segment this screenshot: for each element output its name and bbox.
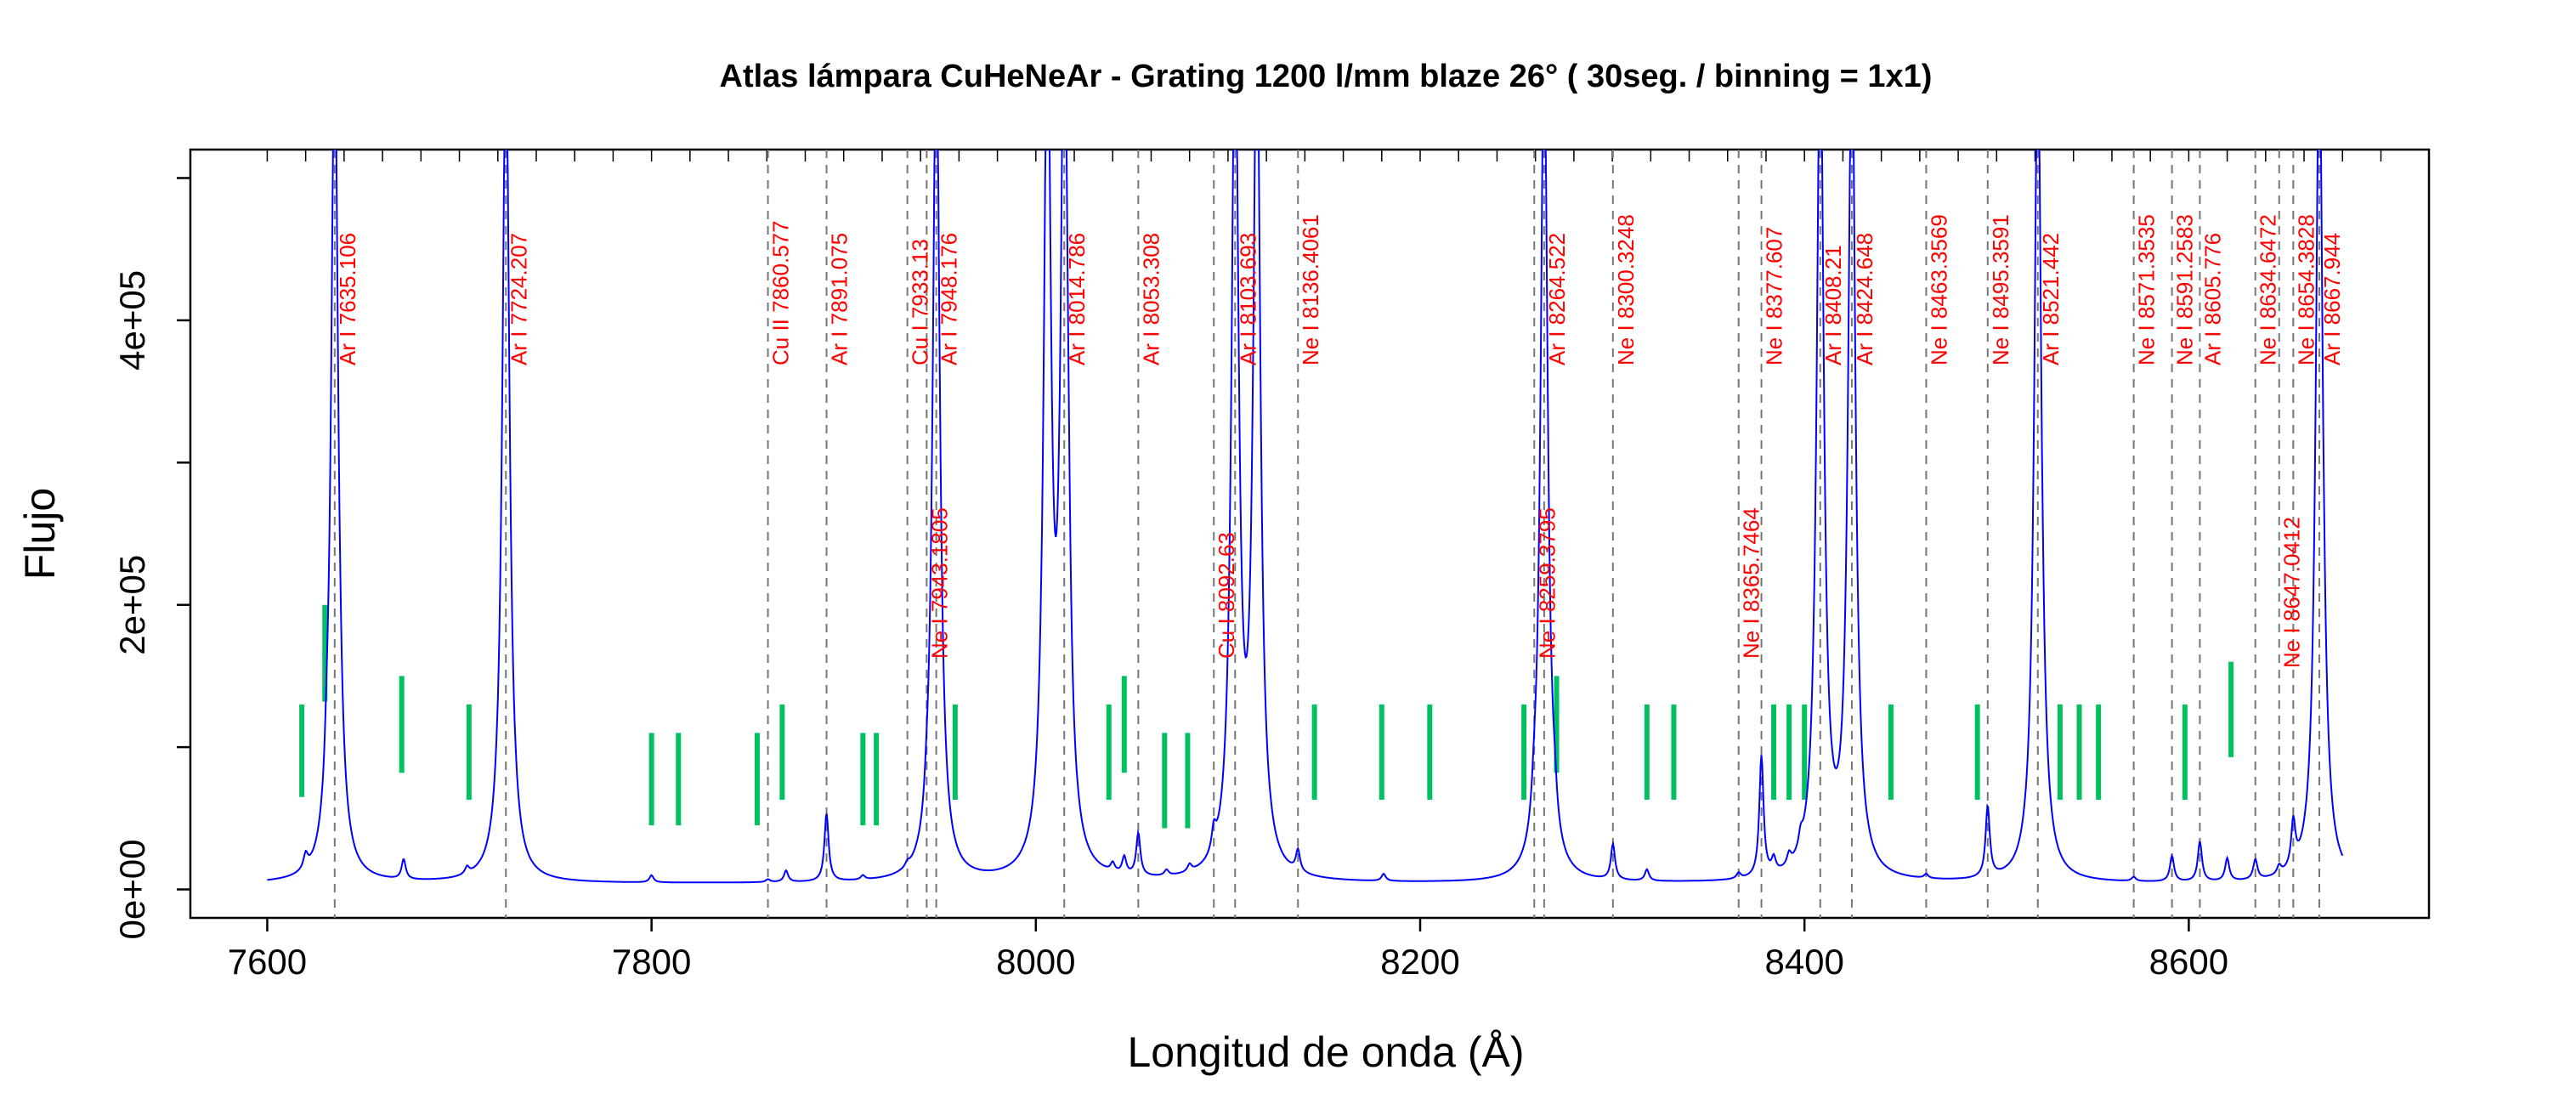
line-id-label: Ar I 8667.944 <box>2319 233 2345 365</box>
line-id-label-layer: Ar I 7635.106 Ar I 7724.207 Cu II 7860.577… <box>335 214 2345 668</box>
chart-title: Atlas lámpara CuHeNeAr - Grating 1200 l/… <box>720 59 1933 94</box>
line-id-label: Ne I 8300.3248 <box>1613 214 1639 365</box>
reference-marker-layer <box>299 604 2234 829</box>
line-id-label: Ar I 8424.648 <box>1852 233 1877 365</box>
top-minor-ticks <box>266 150 2382 161</box>
line-id-label: Ne I 8654.3828 <box>2293 214 2318 365</box>
y-tick-label: 4e+05 <box>112 270 152 371</box>
y-axis: 0e+00 2e+05 4e+05 <box>112 177 190 940</box>
line-id-label: Cu I 7933.13 <box>908 239 933 365</box>
x-tick-label: 8000 <box>996 942 1075 982</box>
x-tick-label: 7600 <box>228 942 307 982</box>
y-tick-label: 2e+05 <box>112 555 152 655</box>
x-axis-label: Longitud de onda (Å) <box>1127 1028 1524 1076</box>
x-axis: 7600 7800 8000 8200 8400 8600 <box>228 918 2228 982</box>
line-id-label: Ar I 7948.176 <box>937 233 962 365</box>
line-id-dash-layer <box>333 150 2320 918</box>
line-id-label: Ne I 8647.0412 <box>2279 517 2305 668</box>
spectrum-layer <box>267 150 2344 884</box>
spectrum-line <box>267 150 2344 884</box>
line-id-label: Ne I 7943.1805 <box>926 507 952 659</box>
x-tick-label: 8200 <box>1380 942 1459 982</box>
line-id-label: Cu I 8092.63 <box>1214 532 1239 659</box>
line-id-label: Ar I 8521.442 <box>2038 233 2064 365</box>
line-id-label: Ne I 8591.2583 <box>2172 214 2198 365</box>
line-id-label: Ar I 8264.522 <box>1544 233 1570 365</box>
plot-frame <box>189 148 2431 920</box>
line-id-label: Ne I 8377.607 <box>1762 227 1787 365</box>
line-id-label: Ne I 8259.3795 <box>1534 507 1560 659</box>
line-id-label: Ar I 7724.207 <box>506 233 531 365</box>
x-tick-label: 8400 <box>1764 942 1843 982</box>
line-id-label: Ar I 8103.693 <box>1235 233 1260 365</box>
line-id-label: Ne I 8365.7464 <box>1739 507 1764 659</box>
line-id-label: Ar I 7891.075 <box>827 233 852 365</box>
y-tick-label: 0e+00 <box>112 840 152 940</box>
line-id-label: Ar I 8605.776 <box>2200 233 2225 365</box>
line-id-label: Ne I 8136.4061 <box>1298 214 1323 365</box>
x-tick-label: 7800 <box>612 942 691 982</box>
line-id-label: Ne I 8495.3591 <box>1988 214 2013 365</box>
line-id-label: Ar I 8014.786 <box>1064 233 1090 365</box>
x-tick-label: 8600 <box>2149 942 2228 982</box>
line-id-label: Ne I 8571.3535 <box>2134 214 2160 365</box>
line-id-label: Ne I 8463.3569 <box>1926 214 1951 365</box>
line-id-label: Ar I 7635.106 <box>335 233 360 365</box>
line-id-label: Ne I 8634.6472 <box>2256 214 2281 365</box>
line-id-label: Cu II 7860.577 <box>768 220 794 365</box>
line-id-label: Ar I 8408.21 <box>1820 245 1846 365</box>
line-id-label: Ar I 8053.308 <box>1138 233 1163 365</box>
y-axis-label: Flujo <box>16 488 64 580</box>
